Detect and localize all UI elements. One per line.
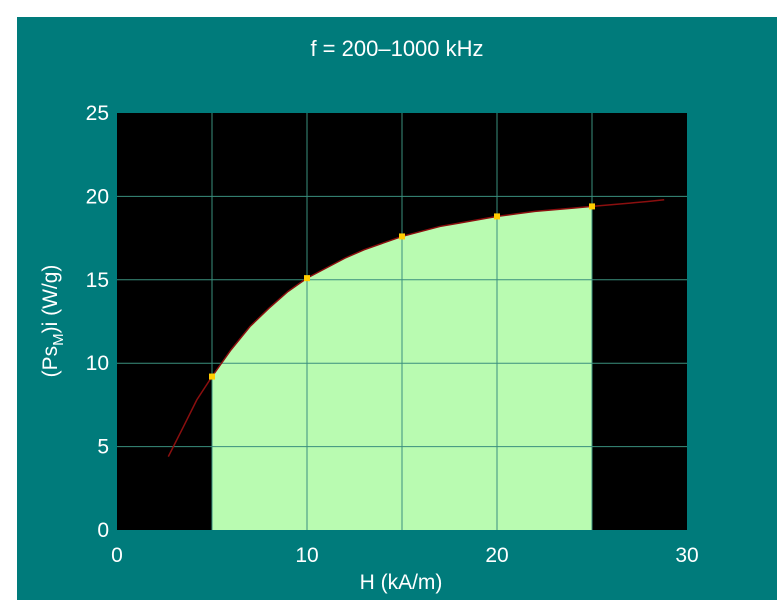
x-tick-label: 10 xyxy=(295,544,318,567)
y-tick-label: 25 xyxy=(86,102,109,125)
x-tick-label: 20 xyxy=(485,544,508,567)
y-axis-label-rest: )i (W/g) xyxy=(39,265,62,334)
data-point-marker xyxy=(494,213,500,220)
x-tick-label: 0 xyxy=(111,544,123,567)
y-axis-label-main: (Ps xyxy=(39,346,62,378)
data-point-marker xyxy=(209,373,215,380)
y-tick-label: 0 xyxy=(97,519,109,542)
y-tick-label: 5 xyxy=(97,436,109,459)
chart-title: f = 200–1000 kHz xyxy=(310,36,483,61)
marker-layer xyxy=(209,203,595,380)
data-point-marker xyxy=(304,275,310,282)
x-axis-label: H (kA/m) xyxy=(360,571,443,594)
tick-layer: 0 10 20 30 0 5 10 15 20 25 xyxy=(86,102,699,567)
curve-layer xyxy=(167,198,665,457)
y-tick-label: 10 xyxy=(86,352,109,375)
data-point-marker xyxy=(399,233,405,240)
y-axis-label: (PsM)i (W/g) xyxy=(39,265,67,378)
data-point-marker xyxy=(589,203,595,210)
x-tick-label: 30 xyxy=(675,544,698,567)
y-tick-label: 20 xyxy=(86,185,109,208)
y-axis-label-sub: M xyxy=(50,333,67,346)
fitted-curve xyxy=(167,198,665,457)
y-tick-label: 15 xyxy=(86,269,109,292)
grid-layer xyxy=(117,113,687,530)
